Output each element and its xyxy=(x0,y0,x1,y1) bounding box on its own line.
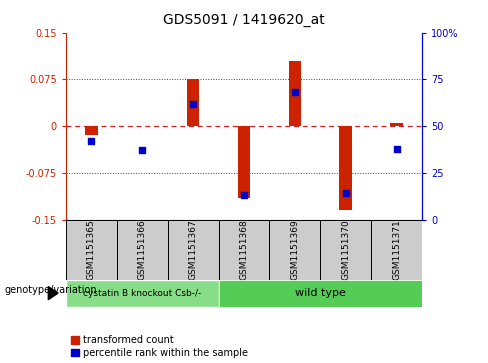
Text: cystatin B knockout Csb-/-: cystatin B knockout Csb-/- xyxy=(83,289,202,298)
Bar xyxy=(168,220,219,280)
Text: GSM1151367: GSM1151367 xyxy=(188,219,198,280)
Bar xyxy=(390,123,403,126)
Text: GSM1151365: GSM1151365 xyxy=(87,219,96,280)
Point xyxy=(138,147,146,153)
Bar xyxy=(85,126,98,135)
Point xyxy=(189,101,197,107)
Point xyxy=(240,192,248,198)
Text: wild type: wild type xyxy=(295,288,346,298)
Bar xyxy=(288,61,301,126)
Text: GSM1151366: GSM1151366 xyxy=(138,219,147,280)
Bar xyxy=(66,280,219,307)
Bar xyxy=(66,220,117,280)
Text: GSM1151369: GSM1151369 xyxy=(290,219,300,280)
Legend: transformed count, percentile rank within the sample: transformed count, percentile rank withi… xyxy=(71,335,248,358)
Text: GSM1151368: GSM1151368 xyxy=(240,219,248,280)
Point xyxy=(342,191,350,196)
Text: GSM1151371: GSM1151371 xyxy=(392,219,401,280)
Text: genotype/variation: genotype/variation xyxy=(5,285,98,295)
Bar xyxy=(269,220,320,280)
Polygon shape xyxy=(48,287,58,300)
Text: GSM1151370: GSM1151370 xyxy=(341,219,350,280)
Point xyxy=(291,90,299,95)
Text: GDS5091 / 1419620_at: GDS5091 / 1419620_at xyxy=(163,13,325,27)
Bar xyxy=(238,126,250,198)
Bar xyxy=(187,79,200,126)
Bar xyxy=(219,280,422,307)
Bar xyxy=(117,220,168,280)
Bar xyxy=(219,220,269,280)
Bar xyxy=(340,126,352,210)
Point xyxy=(87,138,95,144)
Bar xyxy=(320,220,371,280)
Point xyxy=(393,146,401,151)
Bar xyxy=(371,220,422,280)
